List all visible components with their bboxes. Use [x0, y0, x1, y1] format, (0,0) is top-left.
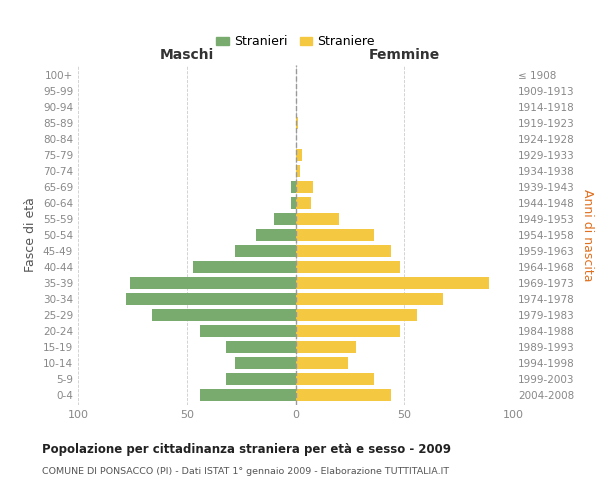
- Bar: [226, 341, 296, 353]
- Y-axis label: Fasce di età: Fasce di età: [25, 198, 37, 272]
- Bar: [291, 181, 296, 193]
- Bar: [235, 245, 296, 257]
- Bar: [296, 116, 298, 128]
- Bar: [200, 390, 296, 402]
- Bar: [296, 341, 356, 353]
- Bar: [291, 197, 296, 209]
- Bar: [296, 149, 302, 161]
- Bar: [130, 277, 296, 289]
- Bar: [296, 181, 313, 193]
- Bar: [235, 358, 296, 370]
- Bar: [152, 309, 296, 321]
- Bar: [296, 245, 391, 257]
- Bar: [296, 277, 489, 289]
- Bar: [274, 213, 296, 225]
- Bar: [256, 229, 296, 241]
- Bar: [296, 309, 418, 321]
- Legend: Stranieri, Straniere: Stranieri, Straniere: [211, 30, 380, 54]
- Text: Popolazione per cittadinanza straniera per età e sesso - 2009: Popolazione per cittadinanza straniera p…: [42, 442, 451, 456]
- Bar: [296, 358, 348, 370]
- Text: Femmine: Femmine: [368, 48, 440, 62]
- Bar: [200, 325, 296, 337]
- Bar: [296, 197, 311, 209]
- Y-axis label: Anni di nascita: Anni di nascita: [581, 188, 594, 281]
- Text: Maschi: Maschi: [160, 48, 214, 62]
- Bar: [193, 261, 296, 273]
- Bar: [296, 325, 400, 337]
- Bar: [296, 229, 374, 241]
- Bar: [296, 374, 374, 386]
- Bar: [296, 213, 339, 225]
- Bar: [296, 261, 400, 273]
- Text: COMUNE DI PONSACCO (PI) - Dati ISTAT 1° gennaio 2009 - Elaborazione TUTTITALIA.I: COMUNE DI PONSACCO (PI) - Dati ISTAT 1° …: [42, 468, 449, 476]
- Bar: [226, 374, 296, 386]
- Bar: [296, 293, 443, 305]
- Bar: [296, 390, 391, 402]
- Bar: [126, 293, 296, 305]
- Bar: [296, 165, 300, 177]
